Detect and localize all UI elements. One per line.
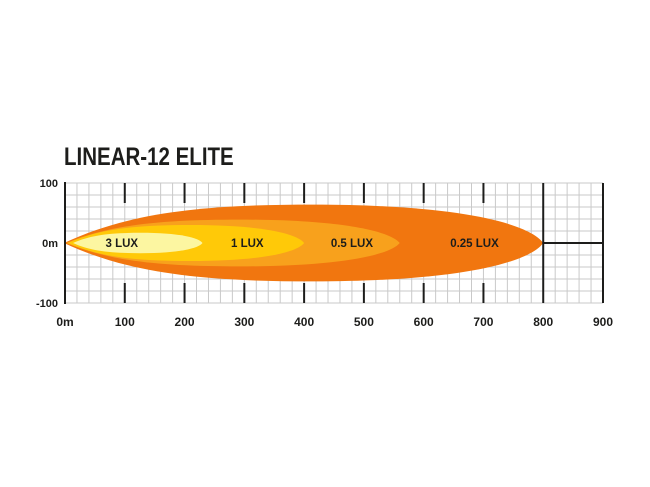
x-axis-label: 600 [414, 315, 434, 329]
x-axis-label: 700 [473, 315, 493, 329]
zone-label-3lux: 3 LUX [105, 238, 138, 250]
y-axis-label: 100 [40, 178, 58, 190]
x-axis-label: 100 [115, 315, 135, 329]
y-axis-label: -100 [36, 298, 58, 310]
beam-layer [64, 204, 544, 282]
x-axis-label: 800 [533, 315, 553, 329]
zone-label-025lux: 0.25 LUX [450, 238, 499, 250]
labels-layer: 0m 100 200 300 400 500 600 700 800 900 100 0m -100 3 … [36, 178, 613, 329]
axes-layer [64, 182, 604, 304]
x-axis-label: 900 [593, 315, 613, 329]
chart-title: LINEAR-12 ELITE [64, 143, 234, 171]
beam-zone-3lux [73, 232, 203, 254]
x-axis-label: 200 [175, 315, 195, 329]
x-axis-label: 0m [56, 315, 73, 329]
zone-label-05lux: 0.5 LUX [331, 238, 374, 250]
x-axis-label: 500 [354, 315, 374, 329]
zone-label-1lux: 1 LUX [231, 238, 264, 250]
y-axis-label: 0m [42, 238, 58, 250]
x-axis-label: 300 [234, 315, 254, 329]
x-axis-label: 400 [294, 315, 314, 329]
